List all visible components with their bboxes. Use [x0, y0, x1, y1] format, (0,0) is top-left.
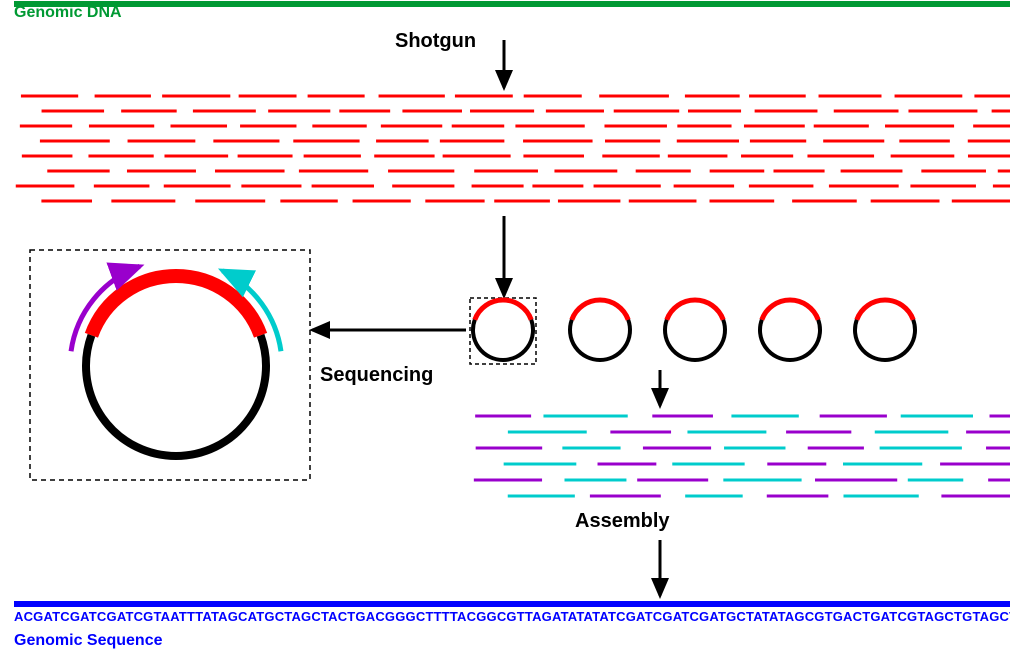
genomic-dna-label: Genomic DNA — [14, 4, 122, 22]
shotgun-label: Shotgun — [395, 30, 476, 53]
sequencing-label: Sequencing — [320, 364, 433, 387]
genomic-sequence-string: ACGATCGATCGATCGTAATTTATAGCATGCTAGCTACTGA… — [14, 609, 1010, 624]
genomic-sequence-label: Genomic Sequence — [14, 632, 163, 650]
assembly-label: Assembly — [575, 510, 670, 533]
diagram-canvas — [0, 0, 1024, 659]
